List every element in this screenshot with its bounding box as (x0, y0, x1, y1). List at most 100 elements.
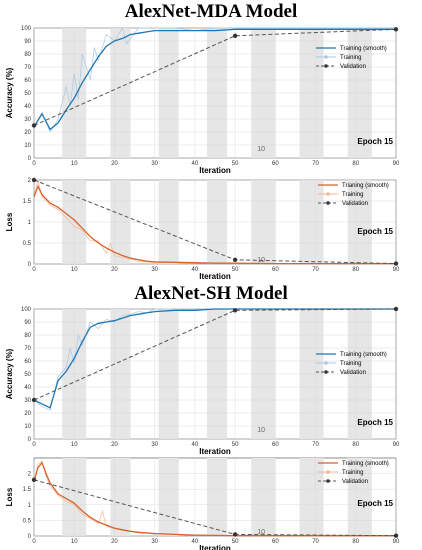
y-tick-label: 0.5 (23, 518, 32, 524)
y-tick-label: 0.5 (23, 241, 32, 247)
x-tick-label: 70 (312, 267, 319, 273)
x-tick-label: 0 (32, 267, 36, 273)
y-tick-label: 90 (24, 320, 31, 326)
x-tick-label: 20 (111, 161, 118, 167)
legend-entry: Validation (340, 370, 366, 376)
accuracy-chart-sh: 0 10 20 30 40 50 60 70 80 90 0 10 20 30 40 50 60 70 80 90 10… (5, 306, 400, 456)
validation-point (31, 123, 37, 128)
x-tick-label: 10 (71, 442, 78, 448)
legend-entry: Training (340, 55, 361, 61)
y-tick-label: 1 (28, 220, 32, 226)
x-tick-label: 70 (312, 539, 319, 545)
x-axis-label: Iteration (199, 166, 231, 175)
legend-marker (324, 361, 328, 365)
legend-marker (326, 192, 330, 196)
mid-label: 10 (257, 257, 265, 264)
validation-point (393, 533, 399, 538)
x-tick-label: 90 (393, 442, 400, 448)
loss-chart-mda: 0 10 20 30 40 50 60 70 80 90 0 0.5 1 1.5 2 Iteration Los… (5, 177, 400, 281)
validation-point (232, 33, 238, 38)
x-tick-label: 40 (192, 539, 199, 545)
legend-entry: Validation (342, 201, 368, 207)
y-tick-label: 100 (21, 307, 32, 313)
x-tick-label: 30 (151, 267, 158, 273)
y-tick-label: 1 (28, 503, 32, 509)
series-validation-line (33, 308, 397, 401)
x-axis-label: Iteration (199, 544, 231, 550)
x-tick-label: 90 (393, 161, 400, 167)
validation-point (393, 261, 399, 266)
legend: Training (smooth) Training Validation (316, 352, 387, 376)
mid-label: 10 (257, 427, 265, 434)
epoch-label: Epoch 15 (357, 499, 393, 508)
y-tick-label: 10 (24, 143, 31, 149)
epoch-label: Epoch 15 (357, 227, 393, 236)
y-tick-label: 50 (24, 372, 31, 378)
validation-point (393, 27, 399, 32)
loss-chart-sh: 0 10 20 30 40 50 60 70 80 90 0 0.5 1 1.5 2 Iteration Los… (5, 457, 400, 550)
series-training-smooth-line (33, 308, 396, 409)
x-tick-label: 70 (312, 161, 319, 167)
y-tick-label: 90 (24, 39, 31, 45)
y-tick-label: 40 (24, 385, 31, 391)
y-tick-label: 30 (24, 398, 31, 404)
series-training-smooth-line (33, 461, 396, 537)
y-axis-label: Loss (5, 487, 14, 506)
validation-point (232, 308, 238, 313)
y-tick-label: 0 (28, 262, 32, 268)
x-tick-label: 60 (272, 539, 279, 545)
legend-entry: Training (342, 192, 363, 198)
legend-marker (324, 64, 328, 68)
x-tick-label: 20 (111, 267, 118, 273)
x-tick-label: 50 (232, 442, 239, 448)
x-tick-label: 60 (272, 442, 279, 448)
series-training-line (33, 27, 396, 133)
accuracy-chart-mda: 0 10 20 30 40 50 60 70 80 90 0 10 20 30 40 50 60 70 80 90 10… (5, 26, 400, 175)
epoch-band (347, 458, 372, 536)
x-tick-label: 50 (232, 161, 239, 167)
y-tick-label: 0 (28, 534, 32, 540)
legend-entry: Training (smooth) (342, 461, 389, 467)
y-tick-label: 70 (24, 65, 31, 71)
x-tick-label: 50 (232, 267, 239, 273)
y-tick-label: 20 (24, 411, 31, 417)
x-tick-label: 80 (352, 539, 359, 545)
y-axis-label: Accuracy (%) (5, 348, 14, 399)
y-tick-label: 80 (24, 333, 31, 339)
x-tick-label: 90 (393, 267, 400, 273)
series-validation-line (33, 28, 397, 126)
validation-point (31, 177, 37, 183)
legend-entry: Trianing (smooth) (342, 183, 389, 189)
x-tick-label: 60 (272, 161, 279, 167)
epoch-band (251, 458, 276, 536)
x-tick-label: 80 (352, 267, 359, 273)
epoch-label: Epoch 15 (357, 418, 393, 427)
y-tick-label: 2 (28, 472, 32, 478)
validation-point (232, 532, 238, 537)
epoch-label: Epoch 15 (357, 137, 393, 146)
legend: Trianing (smooth) Training Validation (318, 183, 389, 207)
x-tick-label: 0 (32, 161, 36, 167)
legend-entry: Validation (340, 64, 366, 70)
validation-point (31, 477, 37, 483)
y-tick-label: 0 (28, 156, 32, 162)
x-tick-label: 20 (111, 442, 118, 448)
legend: Training (smooth) Training Validation (318, 461, 389, 485)
y-tick-label: 60 (24, 359, 31, 365)
x-tick-label: 70 (312, 442, 319, 448)
model-title-mda: AlexNet-MDA Model (124, 1, 298, 22)
model-title-sh: AlexNet-SH Model (134, 283, 288, 304)
y-tick-label: 80 (24, 52, 31, 58)
legend-marker (326, 201, 330, 205)
epoch-band (299, 458, 324, 536)
y-tick-label: 2 (28, 178, 32, 184)
legend-entry: Training (smooth) (340, 352, 387, 358)
mid-label: 10 (257, 529, 265, 536)
x-tick-label: 30 (151, 539, 158, 545)
legend-marker (324, 55, 328, 59)
validation-point (232, 257, 238, 262)
x-tick-label: 0 (32, 539, 36, 545)
series-training-smooth-line (33, 184, 396, 265)
y-axis-label: Loss (5, 212, 14, 231)
x-tick-label: 40 (192, 267, 199, 273)
